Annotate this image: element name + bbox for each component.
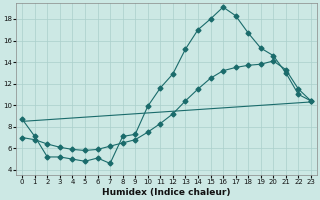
X-axis label: Humidex (Indice chaleur): Humidex (Indice chaleur) (102, 188, 231, 197)
